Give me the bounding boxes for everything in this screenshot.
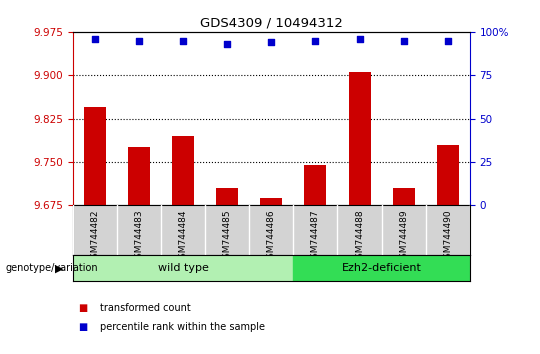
Bar (172, 136, 194, 205)
Point (355, 36, 364, 42)
Text: GSM744489: GSM744489 (399, 209, 408, 264)
Bar (348, 72, 370, 205)
Text: GSM744484: GSM744484 (179, 209, 188, 264)
Text: ▶: ▶ (55, 263, 64, 273)
Title: GDS4309 / 10494312: GDS4309 / 10494312 (200, 16, 343, 29)
Text: GSM744483: GSM744483 (134, 209, 144, 264)
Text: GSM744490: GSM744490 (443, 209, 452, 264)
Bar (305, 165, 327, 205)
Text: transformed count: transformed count (100, 303, 191, 313)
Bar (437, 145, 459, 205)
Bar (73, 255, 293, 281)
Text: GSM744486: GSM744486 (267, 209, 276, 264)
Point (267, 39, 275, 45)
Bar (293, 255, 470, 281)
Point (223, 41, 232, 47)
Bar (128, 148, 150, 205)
Bar (84, 107, 106, 205)
Point (91, 36, 99, 42)
Text: ■: ■ (78, 303, 87, 313)
Point (443, 38, 452, 43)
Text: GSM744488: GSM744488 (355, 209, 364, 264)
Text: GSM744482: GSM744482 (91, 209, 99, 264)
Point (311, 38, 320, 43)
Text: wild type: wild type (158, 263, 208, 273)
Point (179, 38, 187, 43)
Text: GSM744485: GSM744485 (223, 209, 232, 264)
Bar (260, 198, 282, 205)
Text: percentile rank within the sample: percentile rank within the sample (100, 322, 265, 332)
Bar (216, 188, 238, 205)
Text: GSM744487: GSM744487 (311, 209, 320, 264)
Text: ■: ■ (78, 322, 87, 332)
Text: Ezh2-deficient: Ezh2-deficient (342, 263, 422, 273)
Bar (393, 188, 415, 205)
Point (135, 38, 144, 43)
Text: genotype/variation: genotype/variation (5, 263, 98, 273)
Point (399, 38, 408, 43)
